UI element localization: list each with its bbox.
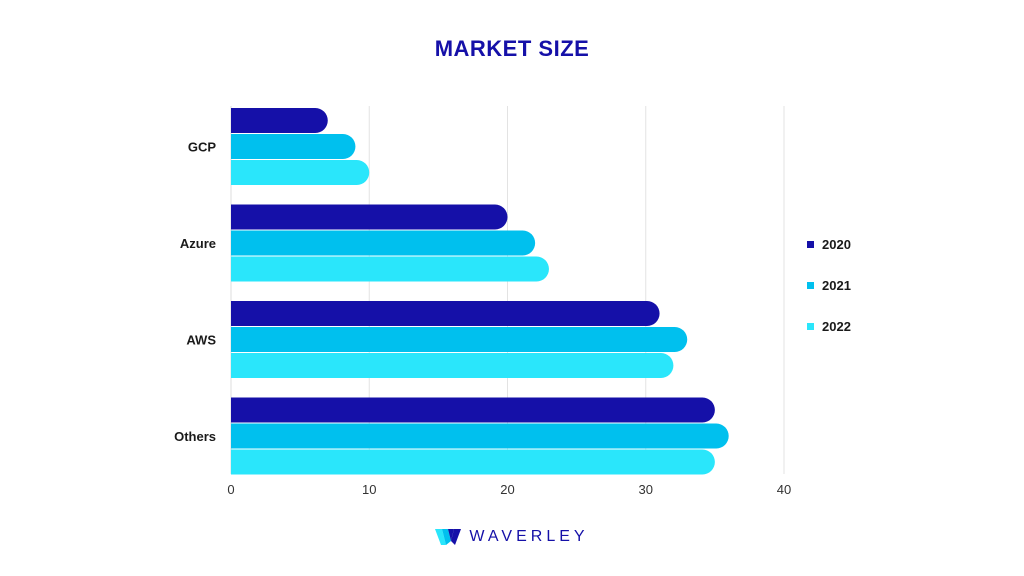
- legend-label-2020: 2020: [822, 237, 851, 252]
- x-tick-label-10: 10: [362, 482, 376, 497]
- x-tick-label-30: 30: [639, 482, 653, 497]
- x-tick-label-40: 40: [777, 482, 791, 497]
- legend-swatch-2021: [807, 282, 814, 289]
- x-tick-label-20: 20: [500, 482, 514, 497]
- bar-others-2020: [231, 397, 715, 423]
- category-label-aws: AWS: [186, 333, 216, 348]
- bars: [231, 107, 729, 475]
- x-axis-ticks: 0 10 20 30 40: [227, 482, 791, 497]
- category-label-gcp: GCP: [188, 140, 217, 155]
- bar-gcp-2020: [231, 107, 328, 133]
- legend-swatch-2020: [807, 241, 814, 248]
- brand-name: WAVERLEY: [469, 528, 589, 545]
- bar-gcp-2021: [231, 134, 356, 159]
- bar-aws-2021: [231, 327, 688, 352]
- bar-azure-2020: [231, 204, 508, 230]
- bar-gcp-2022: [231, 160, 370, 185]
- legend-swatch-2022: [807, 323, 814, 330]
- legend-label-2022: 2022: [822, 319, 851, 334]
- bar-aws-2022: [231, 353, 674, 378]
- bar-azure-2021: [231, 230, 536, 256]
- bar-aws-2020: [231, 301, 660, 326]
- bar-others-2021: [231, 423, 729, 449]
- chart-title: MARKET SIZE: [434, 36, 590, 61]
- brand-footer: WAVERLEY: [0, 528, 1024, 546]
- category-labels: GCP Azure AWS Others: [174, 140, 216, 445]
- bar-azure-2022: [231, 256, 549, 282]
- waverley-logo-icon: [435, 529, 462, 545]
- bar-others-2022: [231, 449, 715, 475]
- category-label-others: Others: [174, 429, 216, 444]
- legend-label-2021: 2021: [822, 278, 851, 293]
- legend: 2020 2021 2022: [807, 237, 851, 334]
- category-label-azure: Azure: [180, 236, 216, 251]
- x-tick-label-0: 0: [227, 482, 234, 497]
